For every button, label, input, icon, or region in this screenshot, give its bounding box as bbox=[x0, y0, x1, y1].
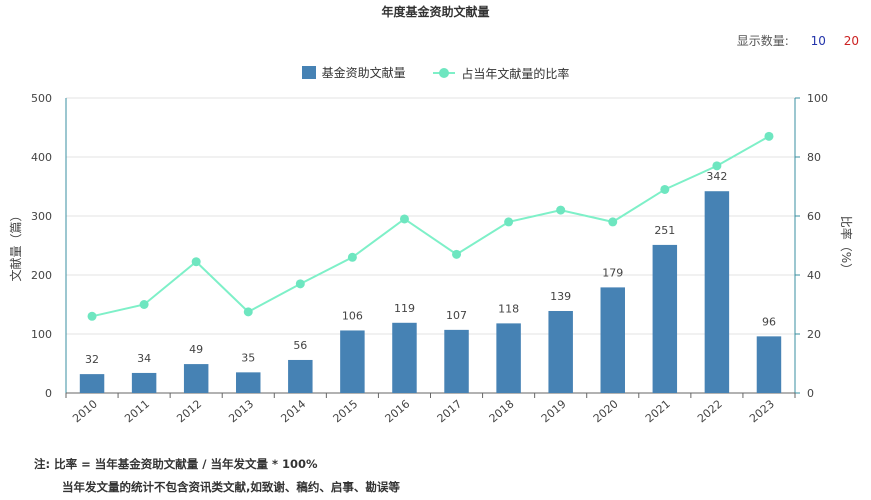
ratio-point bbox=[504, 217, 514, 227]
x-tick-label: 2013 bbox=[226, 397, 256, 425]
x-tick-label: 2019 bbox=[539, 397, 569, 425]
bar bbox=[444, 329, 469, 393]
y-tick-label: 0 bbox=[45, 387, 52, 400]
y-tick-label: 500 bbox=[31, 92, 52, 105]
bar-data-label: 251 bbox=[654, 224, 675, 237]
ratio-point bbox=[556, 205, 566, 215]
bar-data-label: 49 bbox=[189, 343, 203, 356]
x-tick-label: 2023 bbox=[747, 397, 777, 425]
chart-legend: 基金资助文献量 占当年文献量的比率 bbox=[0, 64, 871, 82]
bar bbox=[340, 330, 365, 393]
bar-data-label: 35 bbox=[241, 351, 255, 364]
y2-tick-label: 20 bbox=[807, 328, 821, 341]
bar bbox=[236, 372, 261, 393]
bar bbox=[79, 374, 105, 393]
ratio-point bbox=[191, 257, 201, 267]
x-tick-label: 2016 bbox=[383, 397, 413, 425]
x-tick-label: 2017 bbox=[435, 397, 465, 425]
legend-item-bar[interactable]: 基金资助文献量 bbox=[301, 64, 406, 81]
note-line-1: 注: 比率 = 当年基金资助文献量 / 当年发文量 * 100% bbox=[34, 457, 318, 471]
legend-bar-label: 基金资助文献量 bbox=[321, 66, 406, 80]
x-tick-label: 2020 bbox=[591, 397, 621, 425]
bar bbox=[496, 323, 521, 393]
bar-data-label: 179 bbox=[602, 266, 623, 279]
ratio-point bbox=[295, 279, 305, 289]
ratio-point bbox=[764, 131, 774, 141]
bar bbox=[392, 322, 417, 393]
bar-data-label: 139 bbox=[550, 290, 571, 303]
legend-bar-swatch bbox=[301, 66, 316, 79]
bar-data-label: 107 bbox=[446, 309, 467, 322]
bar-data-label: 106 bbox=[342, 309, 363, 322]
ratio-point bbox=[87, 311, 97, 321]
ratio-point bbox=[660, 184, 670, 194]
ratio-point bbox=[399, 214, 409, 224]
ratio-point bbox=[347, 252, 357, 262]
y2-tick-label: 100 bbox=[807, 92, 828, 105]
bar bbox=[652, 244, 678, 393]
bar bbox=[131, 372, 157, 393]
display-count-control: 显示数量: 10 20 bbox=[737, 32, 859, 49]
bar bbox=[704, 191, 730, 393]
x-tick-label: 2022 bbox=[695, 397, 725, 425]
chart-plot: 0 100 200 300 400 500 0 20 40 60 80 100 文献量（篇） 比率（%） 3… bbox=[8, 92, 854, 425]
bar-data-label: 118 bbox=[498, 302, 519, 315]
bar bbox=[183, 364, 209, 393]
ratio-point bbox=[608, 217, 618, 227]
bar-data-label: 119 bbox=[394, 302, 415, 315]
display-count-label: 显示数量: bbox=[736, 34, 789, 48]
bar-data-label: 96 bbox=[762, 315, 776, 328]
bar-data-label: 32 bbox=[85, 353, 99, 366]
bar bbox=[288, 359, 313, 393]
y-tick-label: 400 bbox=[31, 151, 52, 164]
ratio-point bbox=[452, 249, 462, 259]
ratio-point bbox=[243, 307, 253, 317]
y2-tick-label: 40 bbox=[807, 269, 821, 282]
y-tick-label: 300 bbox=[31, 210, 52, 223]
y2-tick-label: 60 bbox=[807, 210, 821, 223]
y2-tick-label: 80 bbox=[807, 151, 821, 164]
bar-data-label: 56 bbox=[293, 339, 307, 352]
y2-axis-title: 比率（%） bbox=[839, 216, 854, 275]
legend-item-line[interactable]: 占当年文献量的比率 bbox=[433, 65, 569, 82]
x-tick-label: 2018 bbox=[487, 397, 517, 425]
x-tick-label: 2011 bbox=[122, 397, 152, 425]
x-tick-label: 2021 bbox=[643, 397, 673, 425]
legend-line-swatch bbox=[433, 67, 456, 79]
chart-title: 年度基金资助文献量 bbox=[381, 5, 490, 19]
y-axis-title: 文献量（篇） bbox=[8, 209, 23, 281]
ratio-point bbox=[712, 161, 722, 171]
display-count-10-option[interactable]: 10 bbox=[810, 34, 826, 48]
x-tick-label: 2015 bbox=[331, 397, 361, 425]
y-tick-label: 100 bbox=[31, 328, 52, 341]
x-tick-label: 2010 bbox=[70, 397, 100, 425]
bar bbox=[756, 336, 782, 393]
bar bbox=[600, 287, 625, 393]
x-tick-label: 2014 bbox=[278, 397, 308, 425]
bar-data-label: 342 bbox=[706, 170, 727, 183]
display-count-20-option[interactable]: 20 bbox=[843, 34, 859, 48]
note-line-2: 当年发文量的统计不包含资讯类文献,如致谢、稿约、启事、勘误等 bbox=[62, 480, 400, 494]
ratio-line bbox=[91, 135, 770, 318]
x-tick-label: 2012 bbox=[174, 397, 204, 425]
y2-tick-label: 0 bbox=[807, 387, 814, 400]
bar bbox=[548, 310, 573, 393]
legend-line-label: 占当年文献量的比率 bbox=[461, 66, 570, 81]
bar-data-label: 34 bbox=[137, 352, 151, 365]
ratio-point bbox=[139, 300, 149, 309]
y-tick-label: 200 bbox=[31, 269, 52, 282]
